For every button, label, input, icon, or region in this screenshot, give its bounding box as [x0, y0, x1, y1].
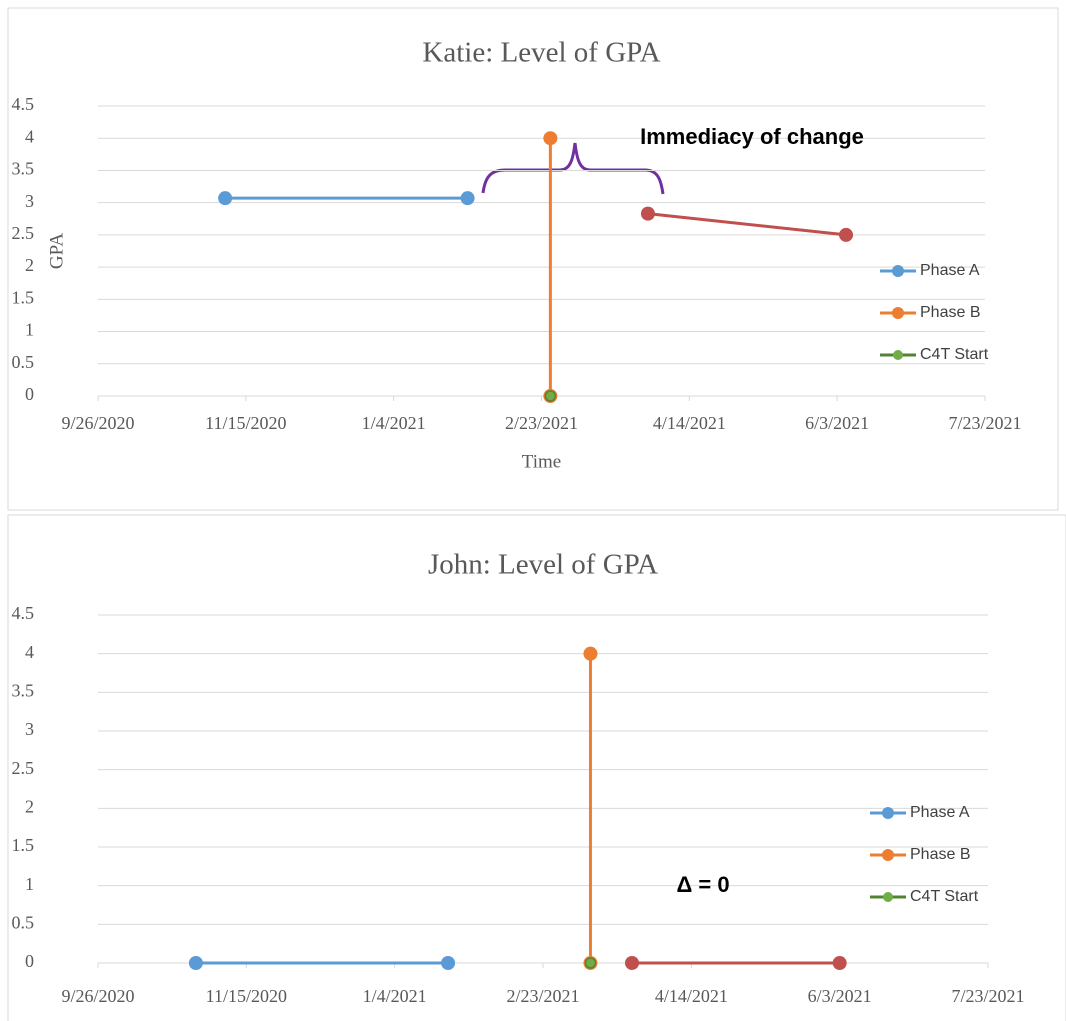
legend-marker — [893, 350, 903, 360]
legend-marker — [882, 849, 894, 861]
chart-title: Katie: Level of GPA — [422, 37, 660, 69]
x-tick-label: 2/23/2021 — [506, 986, 579, 1006]
y-tick-label: 2.5 — [12, 758, 35, 778]
x-tick-label: 4/14/2021 — [655, 986, 728, 1006]
y-tick-label: 3 — [25, 191, 34, 211]
chart-frame — [7, 7, 1059, 511]
data-point — [832, 956, 847, 970]
x-tick-label: 11/15/2020 — [206, 986, 287, 1006]
data-point — [460, 191, 475, 206]
x-tick-label: 7/23/2021 — [948, 413, 1021, 433]
annotation: Immediacy of change — [640, 124, 864, 149]
x-tick-label: 6/3/2021 — [808, 986, 872, 1006]
y-tick-label: 2.5 — [12, 223, 35, 243]
data-point — [584, 957, 597, 969]
legend-label: Phase B — [910, 846, 970, 863]
y-tick-label: 0.5 — [12, 912, 35, 932]
legend-marker — [882, 807, 894, 819]
legend-marker — [892, 307, 904, 319]
x-tick-label: 1/4/2021 — [363, 986, 427, 1006]
brace — [481, 142, 665, 195]
y-tick-label: 0 — [25, 951, 34, 971]
data-point — [543, 131, 558, 146]
legend-marker — [883, 892, 893, 902]
data-point — [583, 646, 598, 661]
x-tick-label: 7/23/2021 — [951, 986, 1024, 1006]
data-point — [544, 390, 557, 402]
y-tick-label: 1 — [25, 320, 34, 340]
x-tick-label: 9/26/2020 — [61, 986, 134, 1006]
y-tick-label: 0 — [25, 384, 34, 404]
legend-marker — [892, 265, 904, 277]
data-point — [441, 956, 456, 970]
y-tick-label: 4 — [25, 126, 34, 146]
series-line — [647, 212, 847, 237]
y-tick-label: 1.5 — [12, 287, 35, 307]
y-tick-label: 2 — [25, 796, 34, 816]
y-tick-label: 1 — [25, 874, 34, 894]
legend-label: Phase A — [910, 804, 970, 821]
chart-frame — [7, 514, 1066, 1021]
data-point — [839, 227, 854, 242]
y-tick-label: 4.5 — [12, 603, 35, 623]
y-tick-label: 3 — [25, 719, 34, 739]
data-point — [625, 956, 639, 970]
x-tick-label: 4/14/2021 — [653, 413, 726, 433]
data-point — [188, 956, 203, 970]
y-axis-label: GPA — [46, 233, 67, 270]
x-tick-label: 1/4/2021 — [362, 413, 426, 433]
legend-label: C4T Start — [910, 888, 979, 905]
x-axis-label: Time — [522, 451, 561, 472]
chart-title: John: Level of GPA — [428, 549, 658, 581]
y-tick-label: 3.5 — [12, 159, 35, 179]
x-tick-label: 2/23/2021 — [505, 413, 578, 433]
x-tick-label: 6/3/2021 — [805, 413, 869, 433]
y-tick-label: 1.5 — [12, 835, 35, 855]
data-point — [640, 206, 655, 221]
legend-label: Phase A — [920, 262, 980, 279]
legend-label: Phase B — [920, 304, 980, 321]
annotation: Δ = 0 — [676, 872, 729, 897]
x-tick-label: 9/26/2020 — [61, 413, 134, 433]
y-tick-label: 4 — [25, 642, 34, 662]
y-tick-label: 2 — [25, 255, 34, 275]
data-point — [218, 191, 233, 206]
y-tick-label: 4.5 — [12, 94, 35, 114]
legend-label: C4T Start — [920, 346, 989, 363]
x-tick-label: 11/15/2020 — [205, 413, 286, 433]
y-tick-label: 0.5 — [12, 352, 35, 372]
y-tick-label: 3.5 — [12, 680, 35, 700]
